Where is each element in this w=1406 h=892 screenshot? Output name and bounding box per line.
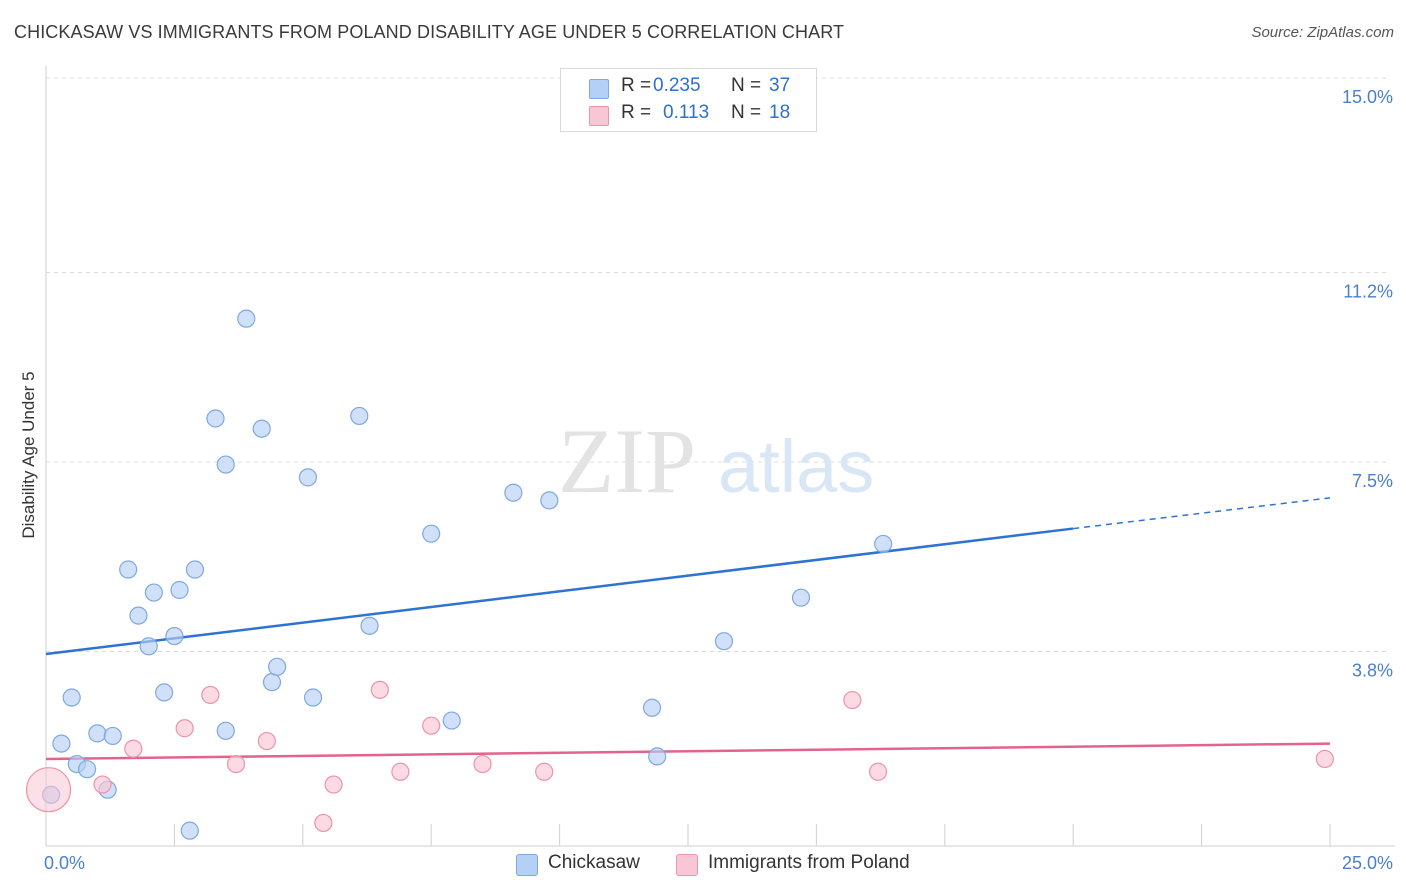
legend-n-label: N = (731, 102, 762, 123)
source-label: Source: ZipAtlas.com (1251, 24, 1394, 41)
legend-row-poland: R = 0.113 N = 18 (561, 102, 816, 128)
point-poland (124, 739, 143, 758)
point-chickasaw (52, 734, 71, 753)
point-chickasaw (144, 583, 163, 602)
x-tick-label: 25.0% (1342, 853, 1393, 873)
point-chickasaw (165, 626, 184, 646)
point-chickasaw (180, 821, 199, 840)
point-chickasaw (216, 721, 235, 740)
legend-r-label: R = (621, 75, 652, 96)
trend-line-extension-0 (1073, 497, 1331, 530)
point-chickasaw (442, 711, 461, 730)
y-tick-label: 7.5% (1352, 471, 1393, 491)
axes (45, 66, 1395, 847)
series-legend: Chickasaw Immigrants from Poland (0, 852, 1406, 878)
legend-swatch-poland (589, 106, 609, 126)
legend-row-chickasaw: R = 0.235 N = 37 (561, 75, 816, 101)
y-tick-label: 3.8% (1352, 660, 1393, 680)
point-poland (535, 762, 554, 781)
legend-swatch-chickasaw (516, 854, 538, 876)
y-tick-label: 11.2% (1343, 282, 1393, 302)
point-poland (473, 754, 492, 774)
legend-n-value: 18 (769, 102, 791, 123)
tick-labels: 3.8% 7.5% 11.2% 15.0% 0.0% 25.0% (44, 87, 1393, 873)
point-poland (843, 690, 862, 710)
point-chickasaw (422, 524, 441, 543)
trend-line-0 (45, 527, 1074, 656)
point-chickasaw (350, 406, 369, 426)
point-poland (370, 680, 389, 699)
point-poland (25, 767, 72, 813)
point-chickasaw (298, 468, 318, 487)
trend-line-1 (45, 742, 1331, 761)
point-chickasaw (237, 309, 256, 328)
point-chickasaw (155, 683, 174, 702)
trend-lines (45, 497, 1331, 761)
point-chickasaw (206, 409, 225, 428)
point-chickasaw (648, 747, 667, 766)
point-poland (175, 719, 194, 738)
point-chickasaw (791, 588, 811, 607)
legend-r-value: 0.235 (653, 75, 701, 96)
point-chickasaw (303, 688, 323, 707)
point-poland (324, 775, 343, 794)
point-chickasaw (216, 455, 235, 474)
x-tick-label: 0.0% (44, 853, 85, 873)
point-poland (868, 762, 888, 781)
point-chickasaw (170, 580, 189, 600)
legend-swatch-chickasaw (589, 79, 609, 99)
point-chickasaw (129, 606, 148, 625)
legend-swatch-poland (676, 854, 698, 876)
watermark-zip: ZIP (558, 410, 696, 512)
point-chickasaw (268, 657, 287, 676)
legend-r-label: R = (621, 102, 652, 123)
chart-title: CHICKASAW VS IMMIGRANTS FROM POLAND DISA… (14, 22, 845, 42)
point-chickasaw (88, 724, 107, 743)
watermark-atlas: atlas (718, 425, 874, 508)
point-chickasaw (252, 419, 271, 438)
point-poland (314, 813, 333, 833)
point-chickasaw (262, 673, 282, 692)
point-poland (422, 716, 441, 735)
point-chickasaw (504, 483, 523, 502)
point-poland (201, 685, 220, 705)
point-chickasaw (360, 616, 379, 635)
legend-r-value: 0.113 (663, 102, 710, 123)
point-chickasaw (185, 560, 205, 579)
point-chickasaw (77, 760, 97, 779)
point-poland (257, 731, 276, 751)
point-poland (1315, 749, 1334, 769)
data-points (25, 309, 1334, 840)
point-chickasaw (642, 698, 662, 717)
gridlines (46, 77, 1390, 652)
point-chickasaw (103, 726, 122, 746)
point-chickasaw (62, 688, 81, 707)
legend-n-label: N = (731, 75, 762, 96)
y-axis-label: Disability Age Under 5 (19, 371, 38, 538)
point-chickasaw (139, 637, 158, 656)
point-poland (391, 762, 410, 781)
legend-label-chickasaw: Chickasaw (548, 852, 640, 873)
y-tick-label: 15.0% (1342, 87, 1393, 107)
legend-n-value: 37 (769, 75, 791, 96)
stats-legend: R = 0.235 N = 37 R = 0.113 N = 18 (560, 68, 817, 132)
point-chickasaw (119, 560, 138, 579)
point-chickasaw (714, 632, 734, 651)
legend-label-poland: Immigrants from Poland (708, 852, 910, 873)
point-chickasaw (540, 491, 559, 510)
point-poland (93, 775, 112, 794)
point-chickasaw (874, 534, 893, 554)
point-poland (226, 754, 246, 774)
